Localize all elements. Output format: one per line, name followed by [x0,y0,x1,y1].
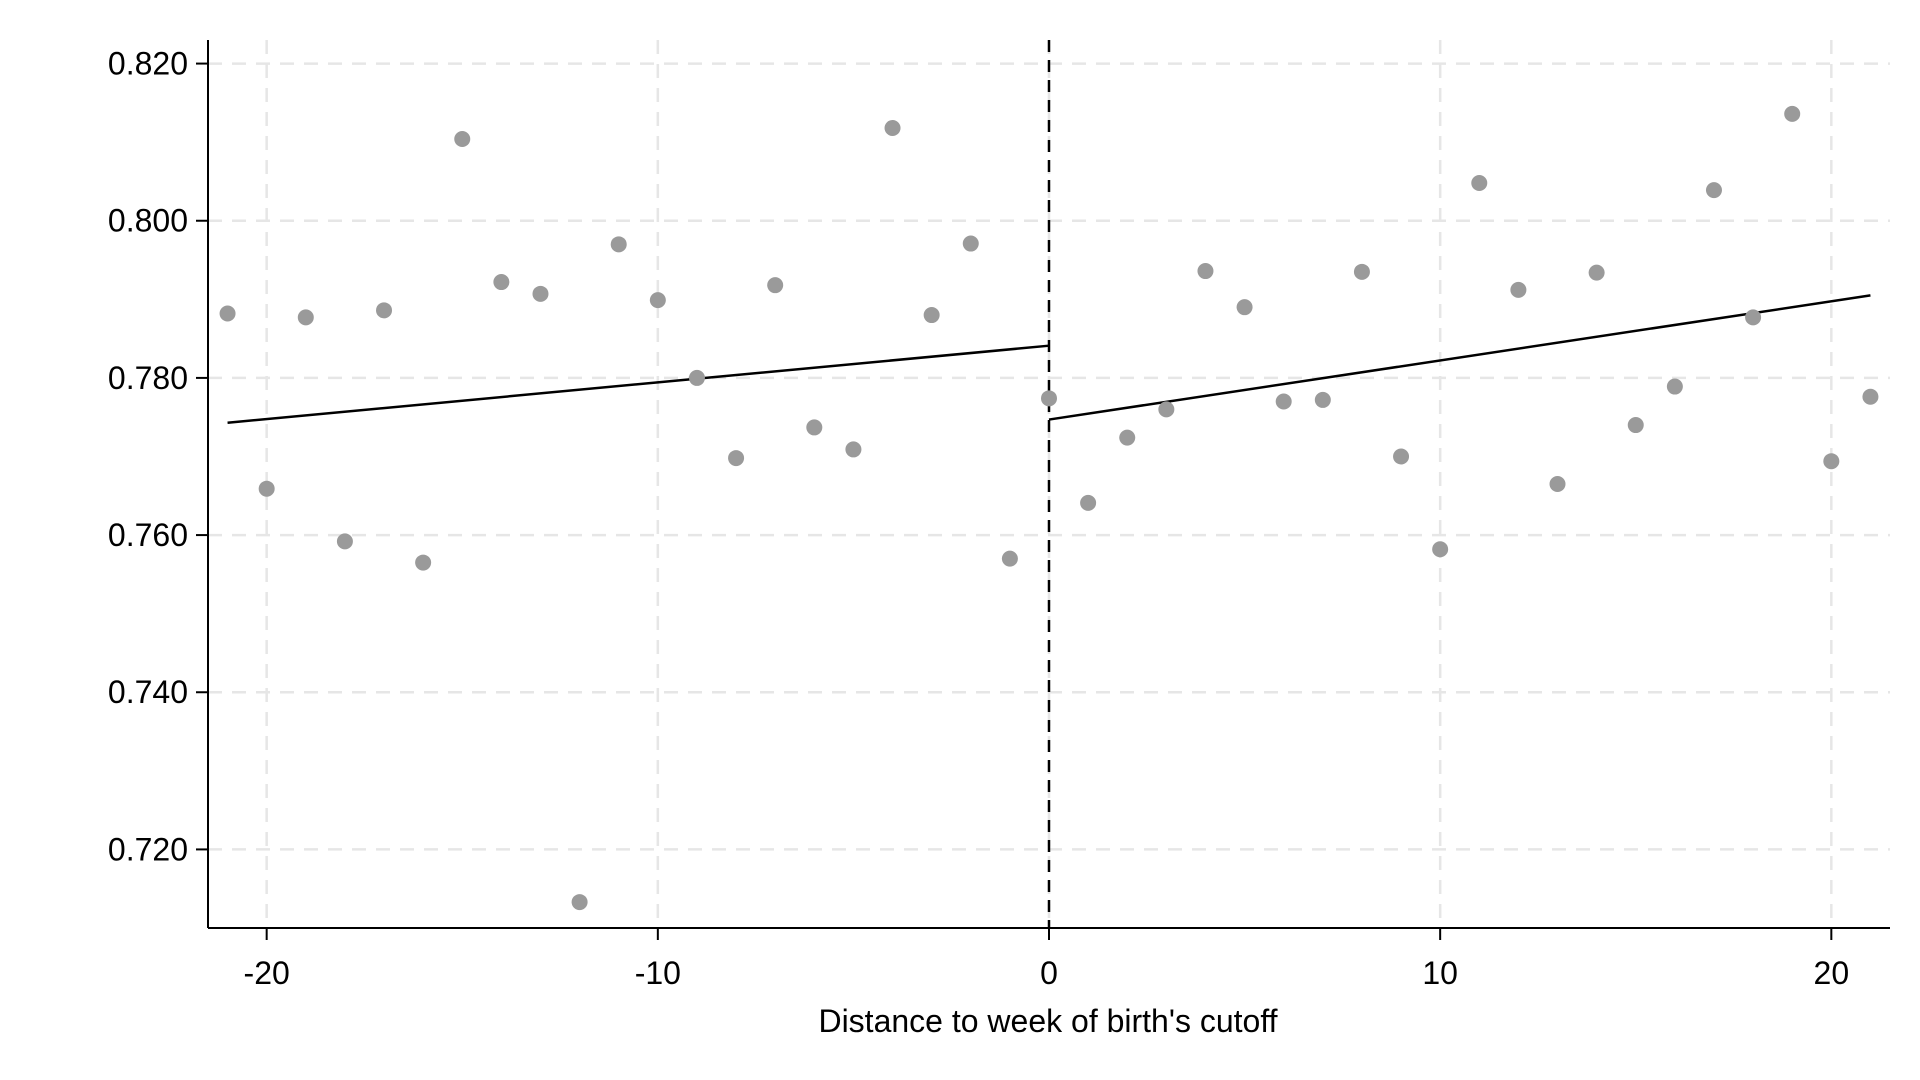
data-point-40 [1784,105,1801,122]
data-point-31 [1432,541,1449,558]
data-point-38 [1705,182,1722,199]
data-point-32 [1471,175,1488,192]
data-point-25 [1197,263,1214,280]
data-points [219,105,1879,911]
data-point-33 [1510,281,1527,298]
y-tick-label-4: 0.800 [108,203,188,239]
data-point-3 [336,533,353,550]
x-tick-label-3: 10 [1422,955,1458,991]
data-point-36 [1627,417,1644,434]
y-tick-label-5: 0.820 [108,46,188,82]
data-point-21 [1041,390,1057,407]
data-point-9 [571,894,588,911]
data-point-19 [962,235,979,252]
data-point-24 [1158,401,1175,418]
y-tick-label-1: 0.740 [108,674,188,710]
data-point-2 [297,309,314,326]
x-tick-label-2: 0 [1040,955,1058,991]
fit-line-0 [227,344,1050,424]
data-point-30 [1393,448,1410,465]
data-point-13 [728,450,745,467]
data-point-42 [1862,388,1879,405]
data-point-39 [1745,309,1762,326]
data-point-34 [1549,476,1566,492]
data-point-20 [1001,550,1018,567]
y-tick-label-2: 0.760 [108,517,188,553]
data-point-12 [688,369,705,386]
fit-lines [227,294,1871,424]
data-point-11 [649,292,666,309]
data-point-4 [376,302,393,319]
data-point-29 [1353,263,1370,280]
data-point-41 [1823,453,1840,470]
data-point-27 [1275,393,1292,410]
data-point-15 [806,419,823,436]
data-point-14 [767,277,784,294]
y-tick-label-3: 0.780 [108,360,188,396]
x-tick-label-1: -10 [635,955,681,991]
data-point-16 [845,441,862,458]
data-point-22 [1080,494,1097,511]
data-point-28 [1314,391,1331,408]
fit-line-1 [1048,294,1871,421]
data-point-37 [1666,378,1683,395]
tick-labels: -20 -10 0 10 20 0.720 0.740 0.760 0.780 0.800 0.82… [108,46,1849,991]
x-axis-title: Distance to week of birth's cutoff [818,1003,1277,1039]
data-point-17 [884,120,901,137]
data-point-35 [1588,264,1605,281]
data-point-23 [1119,429,1136,446]
data-point-10 [610,236,627,253]
data-point-1 [258,480,275,497]
data-point-26 [1236,299,1253,316]
data-point-6 [454,131,471,148]
y-tick-label-0: 0.720 [108,831,188,867]
data-point-0 [219,305,236,322]
x-tick-label-4: 20 [1814,955,1850,991]
data-point-8 [532,285,549,302]
data-point-18 [923,307,940,324]
data-point-5 [415,554,432,571]
x-tick-label-0: -20 [244,955,290,991]
data-point-7 [493,274,510,291]
